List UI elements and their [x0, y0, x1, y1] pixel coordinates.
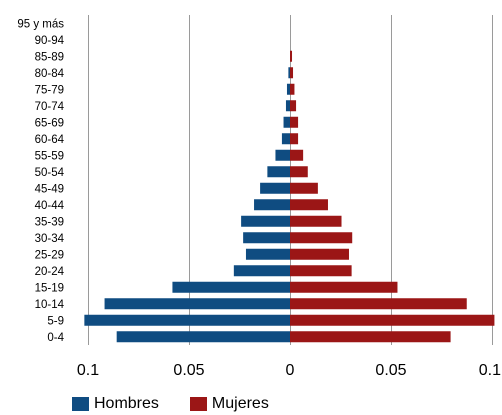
x-tick-label-2: 0	[286, 362, 295, 379]
bar-mujeres-8	[290, 149, 304, 161]
y-tick-label-11: 40-44	[35, 200, 65, 212]
y-tick-label-10: 45-49	[35, 183, 64, 195]
bar-mujeres-2	[290, 50, 293, 62]
bar-hombres-7	[281, 133, 290, 145]
bar-hombres-19	[116, 331, 291, 343]
bar-mujeres-9	[290, 166, 308, 178]
bar-mujeres-5	[290, 100, 297, 112]
bar-hombres-15	[233, 265, 290, 277]
bar-mujeres-13	[290, 232, 353, 244]
bar-hombres-10	[260, 182, 290, 194]
bar-hombres-9	[267, 166, 290, 178]
y-tick-label-0: 95 y más	[17, 18, 64, 30]
bar-hombres-8	[275, 149, 290, 161]
bar-mujeres-10	[290, 182, 318, 194]
bar-hombres-11	[254, 199, 290, 211]
y-tick-label-3: 80-84	[35, 68, 65, 80]
y-tick-label-13: 30-34	[35, 233, 65, 245]
bar-hombres-13	[243, 232, 290, 244]
y-tick-label-5: 70-74	[35, 101, 65, 113]
y-tick-label-8: 55-59	[35, 150, 64, 162]
y-tick-label-9: 50-54	[35, 167, 65, 179]
y-tick-label-4: 75-79	[35, 84, 64, 96]
y-tick-label-18: 5-9	[47, 315, 64, 327]
bar-mujeres-3	[290, 67, 294, 79]
legend-label-mujeres: Mujeres	[211, 395, 269, 412]
bar-hombres-18	[84, 314, 290, 326]
bar-hombres-5	[285, 100, 290, 112]
bar-mujeres-15	[290, 265, 352, 277]
bar-hombres-3	[288, 67, 290, 79]
y-tick-label-7: 60-64	[35, 134, 65, 146]
bar-mujeres-16	[290, 281, 398, 293]
bar-mujeres-11	[290, 199, 328, 211]
legend-item-hombres: Hombres	[72, 396, 159, 412]
y-tick-label-16: 15-19	[35, 282, 64, 294]
y-tick-label-1: 90-94	[35, 35, 65, 47]
y-tick-label-19: 0-4	[47, 332, 64, 344]
bar-mujeres-19	[290, 331, 451, 343]
y-tick-label-12: 35-39	[35, 216, 64, 228]
legend-item-mujeres: Mujeres	[189, 395, 269, 412]
legend-swatch-hombres	[72, 397, 89, 411]
bar-hombres-6	[283, 116, 290, 128]
bar-hombres-4	[286, 83, 290, 95]
y-tick-label-6: 65-69	[35, 117, 64, 129]
bar-mujeres-18	[290, 314, 495, 326]
legend-label-hombres: Hombres	[94, 395, 159, 412]
x-tick-label-0: 0.1	[77, 362, 99, 379]
legend-swatch-mujeres	[189, 397, 207, 411]
bar-mujeres-17	[290, 298, 467, 310]
x-tick-label-1: 0.05	[173, 362, 204, 379]
x-tick-label-3: 0.05	[375, 362, 406, 379]
y-tick-label-15: 20-24	[35, 266, 65, 278]
y-tick-label-14: 25-29	[35, 249, 64, 261]
bar-hombres-16	[172, 281, 290, 293]
y-tick-label-2: 85-89	[35, 51, 64, 63]
bar-mujeres-7	[290, 133, 299, 145]
bar-hombres-17	[104, 298, 291, 310]
y-tick-label-17: 10-14	[35, 299, 65, 311]
bar-hombres-14	[245, 248, 290, 260]
bar-mujeres-6	[290, 116, 299, 128]
bar-mujeres-12	[290, 215, 342, 227]
bar-hombres-12	[241, 215, 290, 227]
x-tick-label-4: 0.1	[479, 362, 501, 379]
legend: Hombres Mujeres	[72, 396, 300, 412]
bar-mujeres-4	[290, 83, 295, 95]
bar-mujeres-14	[290, 248, 349, 260]
